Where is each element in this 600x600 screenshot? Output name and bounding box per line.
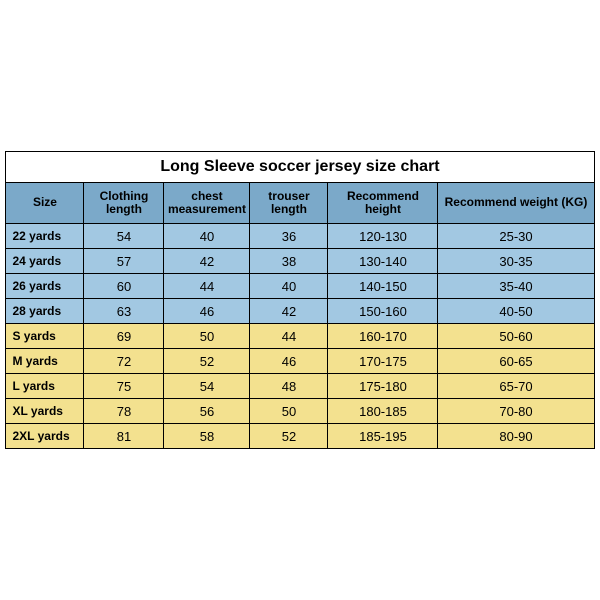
- data-cell: 44: [250, 324, 328, 349]
- data-cell: 72: [84, 349, 164, 374]
- data-cell: 78: [84, 399, 164, 424]
- table-row: 24 yards574238130-14030-35: [6, 249, 594, 274]
- data-cell: 52: [250, 424, 328, 449]
- data-cell: 81: [84, 424, 164, 449]
- table-row: 22 yards544036120-13025-30: [6, 224, 594, 249]
- data-cell: 50: [164, 324, 250, 349]
- size-cell: L yards: [6, 374, 84, 399]
- data-cell: 180-185: [328, 399, 438, 424]
- data-cell: 25-30: [438, 224, 594, 249]
- page: Long Sleeve soccer jersey size chart Siz…: [0, 0, 600, 600]
- data-cell: 30-35: [438, 249, 594, 274]
- data-cell: 54: [164, 374, 250, 399]
- table-row: 26 yards604440140-15035-40: [6, 274, 594, 299]
- data-cell: 57: [84, 249, 164, 274]
- column-header: chest measurement: [164, 183, 250, 224]
- data-cell: 58: [164, 424, 250, 449]
- data-cell: 52: [164, 349, 250, 374]
- data-cell: 120-130: [328, 224, 438, 249]
- data-cell: 40: [164, 224, 250, 249]
- table-row: 28 yards634642150-16040-50: [6, 299, 594, 324]
- column-header: Recommend height: [328, 183, 438, 224]
- data-cell: 40: [250, 274, 328, 299]
- data-cell: 170-175: [328, 349, 438, 374]
- table-row: XL yards785650180-18570-80: [6, 399, 594, 424]
- table-row: S yards695044160-17050-60: [6, 324, 594, 349]
- data-cell: 60: [84, 274, 164, 299]
- size-cell: 22 yards: [6, 224, 84, 249]
- data-cell: 65-70: [438, 374, 594, 399]
- data-cell: 75: [84, 374, 164, 399]
- data-cell: 56: [164, 399, 250, 424]
- data-cell: 35-40: [438, 274, 594, 299]
- data-cell: 63: [84, 299, 164, 324]
- size-cell: XL yards: [6, 399, 84, 424]
- data-cell: 175-180: [328, 374, 438, 399]
- table-row: M yards725246170-17560-65: [6, 349, 594, 374]
- size-cell: M yards: [6, 349, 84, 374]
- table-row: L yards755448175-18065-70: [6, 374, 594, 399]
- size-chart-table: Long Sleeve soccer jersey size chart Siz…: [5, 151, 594, 449]
- size-cell: 28 yards: [6, 299, 84, 324]
- data-cell: 80-90: [438, 424, 594, 449]
- size-cell: S yards: [6, 324, 84, 349]
- data-cell: 130-140: [328, 249, 438, 274]
- data-cell: 70-80: [438, 399, 594, 424]
- data-cell: 46: [250, 349, 328, 374]
- column-header: Recommend weight (KG): [438, 183, 594, 224]
- data-cell: 42: [250, 299, 328, 324]
- title-row: Long Sleeve soccer jersey size chart: [6, 152, 594, 183]
- data-cell: 69: [84, 324, 164, 349]
- data-cell: 60-65: [438, 349, 594, 374]
- size-cell: 24 yards: [6, 249, 84, 274]
- data-cell: 42: [164, 249, 250, 274]
- table-title: Long Sleeve soccer jersey size chart: [6, 152, 594, 183]
- data-cell: 160-170: [328, 324, 438, 349]
- data-cell: 54: [84, 224, 164, 249]
- tbody: Long Sleeve soccer jersey size chart Siz…: [6, 152, 594, 449]
- column-header: Clothing length: [84, 183, 164, 224]
- column-header: trouser length: [250, 183, 328, 224]
- data-cell: 38: [250, 249, 328, 274]
- table-row: 2XL yards815852185-19580-90: [6, 424, 594, 449]
- data-cell: 150-160: [328, 299, 438, 324]
- data-cell: 40-50: [438, 299, 594, 324]
- header-row: SizeClothing lengthchest measurementtrou…: [6, 183, 594, 224]
- data-cell: 50: [250, 399, 328, 424]
- data-cell: 185-195: [328, 424, 438, 449]
- column-header: Size: [6, 183, 84, 224]
- data-cell: 44: [164, 274, 250, 299]
- size-cell: 26 yards: [6, 274, 84, 299]
- data-cell: 48: [250, 374, 328, 399]
- data-cell: 140-150: [328, 274, 438, 299]
- data-cell: 46: [164, 299, 250, 324]
- data-cell: 36: [250, 224, 328, 249]
- data-cell: 50-60: [438, 324, 594, 349]
- size-cell: 2XL yards: [6, 424, 84, 449]
